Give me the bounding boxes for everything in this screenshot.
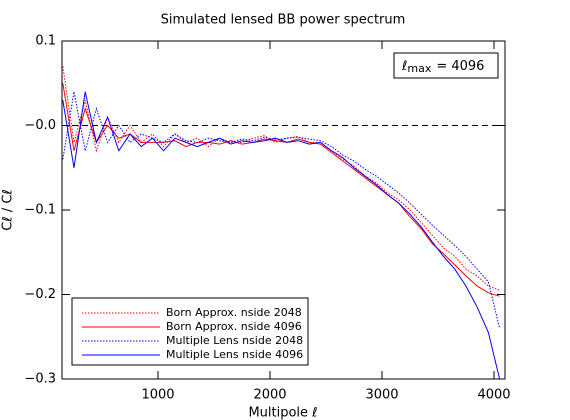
y-tick-label: 0.1	[35, 34, 56, 49]
x-tick-label: 1000	[141, 388, 174, 403]
annotation-box	[393, 52, 499, 79]
y-tick-label: −0.0	[24, 118, 56, 133]
legend-label: Multiple Lens nside 2048	[166, 334, 303, 347]
y-tick-label: −0.3	[24, 372, 56, 387]
legend-label: Multiple Lens nside 4096	[166, 348, 303, 361]
legend-label: Born Approx. nside 4096	[166, 320, 302, 333]
annotation: ℓmax = 4096	[401, 59, 484, 76]
legend	[71, 297, 309, 366]
annotation-subscript: max	[407, 62, 431, 75]
annotation-text: = 4096	[436, 59, 484, 74]
x-tick-label: 2000	[253, 388, 286, 403]
y-axis-label: Cℓ / Cℓ	[1, 189, 16, 231]
y-tick-label: −0.2	[24, 287, 56, 302]
y-tick-label: −0.1	[24, 203, 56, 218]
x-axis-label: Multipole ℓ	[248, 406, 317, 420]
annotation-symbol: ℓ	[401, 59, 407, 74]
series-line	[62, 66, 500, 291]
chart-title: Simulated lensed BB power spectrum	[161, 13, 406, 28]
series-line	[62, 91, 501, 379]
legend-label: Born Approx. nside 2048	[166, 306, 302, 319]
x-tick-label: 3000	[365, 388, 398, 403]
series-line	[62, 83, 500, 297]
x-tick-label: 4000	[477, 388, 510, 403]
series-line	[62, 91, 501, 329]
